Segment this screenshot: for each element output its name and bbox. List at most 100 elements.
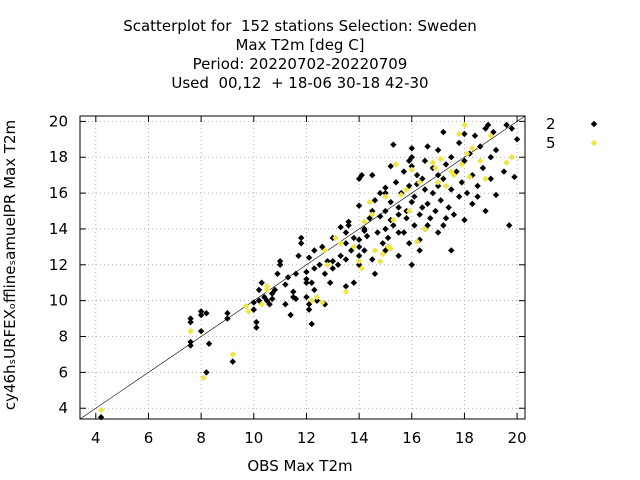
data-point bbox=[382, 189, 389, 197]
data-point bbox=[350, 279, 358, 286]
data-point bbox=[369, 256, 376, 263]
data-point bbox=[424, 200, 431, 208]
data-point bbox=[382, 207, 389, 215]
data-point bbox=[434, 179, 442, 186]
data-point bbox=[345, 218, 352, 225]
data-point bbox=[469, 171, 476, 179]
data-point bbox=[376, 189, 384, 197]
y-tick-label: 8 bbox=[58, 328, 68, 346]
data-point bbox=[411, 222, 418, 229]
data-point bbox=[474, 193, 481, 200]
data-point bbox=[319, 299, 326, 306]
diagonal-line bbox=[79, 115, 526, 420]
data-point bbox=[342, 240, 350, 247]
legend-marker bbox=[590, 120, 598, 128]
data-point bbox=[334, 261, 342, 269]
data-point bbox=[432, 164, 439, 172]
data-point bbox=[187, 315, 194, 322]
x-tick-label: 12 bbox=[297, 429, 316, 447]
y-tick-label: 16 bbox=[49, 184, 68, 202]
y-tick-label: 4 bbox=[58, 399, 68, 417]
data-point bbox=[308, 320, 315, 328]
data-point bbox=[461, 130, 468, 138]
data-point bbox=[461, 216, 468, 224]
data-point bbox=[355, 236, 363, 243]
data-point bbox=[513, 136, 521, 143]
data-point bbox=[487, 154, 494, 161]
data-point bbox=[263, 283, 271, 290]
data-point bbox=[487, 175, 494, 182]
data-point bbox=[400, 229, 408, 236]
data-point bbox=[205, 340, 213, 347]
data-point bbox=[326, 279, 334, 286]
data-point bbox=[408, 198, 415, 206]
data-point bbox=[506, 222, 513, 229]
data-point bbox=[484, 121, 492, 129]
data-point bbox=[390, 222, 397, 229]
data-point bbox=[405, 240, 413, 247]
data-point bbox=[313, 293, 321, 301]
data-point bbox=[471, 132, 479, 139]
x-tick-label: 20 bbox=[508, 429, 527, 447]
data-point bbox=[503, 159, 510, 166]
legend: 25 bbox=[546, 115, 598, 152]
x-tick-label: 4 bbox=[91, 429, 101, 447]
data-point bbox=[376, 213, 384, 220]
data-point bbox=[303, 275, 310, 283]
data-point bbox=[469, 145, 476, 152]
data-point bbox=[187, 338, 194, 346]
data-point bbox=[371, 197, 379, 204]
data-point bbox=[474, 182, 481, 190]
data-point bbox=[411, 193, 418, 200]
data-point bbox=[311, 265, 318, 272]
data-point bbox=[458, 161, 466, 168]
data-point bbox=[250, 306, 257, 313]
data-point bbox=[458, 179, 466, 186]
data-point bbox=[332, 234, 339, 242]
data-point bbox=[469, 200, 476, 208]
data-point bbox=[395, 204, 402, 211]
data-point bbox=[324, 258, 331, 265]
data-point bbox=[229, 358, 236, 365]
data-point bbox=[419, 204, 426, 211]
data-point bbox=[342, 288, 350, 295]
data-point bbox=[295, 252, 302, 260]
data-point bbox=[437, 155, 444, 163]
data-point bbox=[442, 182, 450, 190]
data-point bbox=[342, 229, 350, 236]
x-tick-label: 8 bbox=[196, 429, 206, 447]
data-point bbox=[274, 270, 281, 277]
data-point bbox=[297, 234, 305, 242]
data-point bbox=[337, 223, 344, 231]
data-point bbox=[263, 286, 271, 294]
data-point bbox=[203, 369, 210, 376]
data-point bbox=[421, 225, 429, 233]
y-tick-label: 10 bbox=[49, 292, 68, 310]
data-point bbox=[290, 288, 297, 295]
data-point bbox=[408, 261, 415, 269]
data-point bbox=[440, 175, 447, 182]
data-point bbox=[321, 247, 329, 254]
data-point bbox=[197, 311, 205, 319]
data-point bbox=[479, 164, 487, 172]
data-point bbox=[405, 157, 413, 165]
data-point bbox=[342, 283, 350, 290]
data-point bbox=[429, 189, 437, 197]
data-point bbox=[303, 268, 310, 276]
data-point bbox=[434, 182, 442, 190]
x-tick-label: 16 bbox=[402, 429, 421, 447]
data-point bbox=[197, 327, 205, 335]
data-point bbox=[355, 252, 363, 260]
y-tick-label: 14 bbox=[49, 220, 68, 238]
data-point bbox=[413, 238, 421, 245]
data-point bbox=[297, 240, 305, 247]
x-tick-label: 18 bbox=[455, 429, 474, 447]
data-point bbox=[445, 204, 452, 211]
plot-border bbox=[79, 115, 526, 420]
data-point bbox=[229, 351, 236, 358]
axis-ticks: 4 6 8 10 12 14 16 18 20 4 6 8 10 12 14 16 18 20 bbox=[49, 112, 527, 447]
data-point bbox=[511, 173, 518, 181]
data-point bbox=[492, 146, 500, 154]
data-point bbox=[395, 229, 402, 236]
data-point bbox=[442, 161, 450, 168]
